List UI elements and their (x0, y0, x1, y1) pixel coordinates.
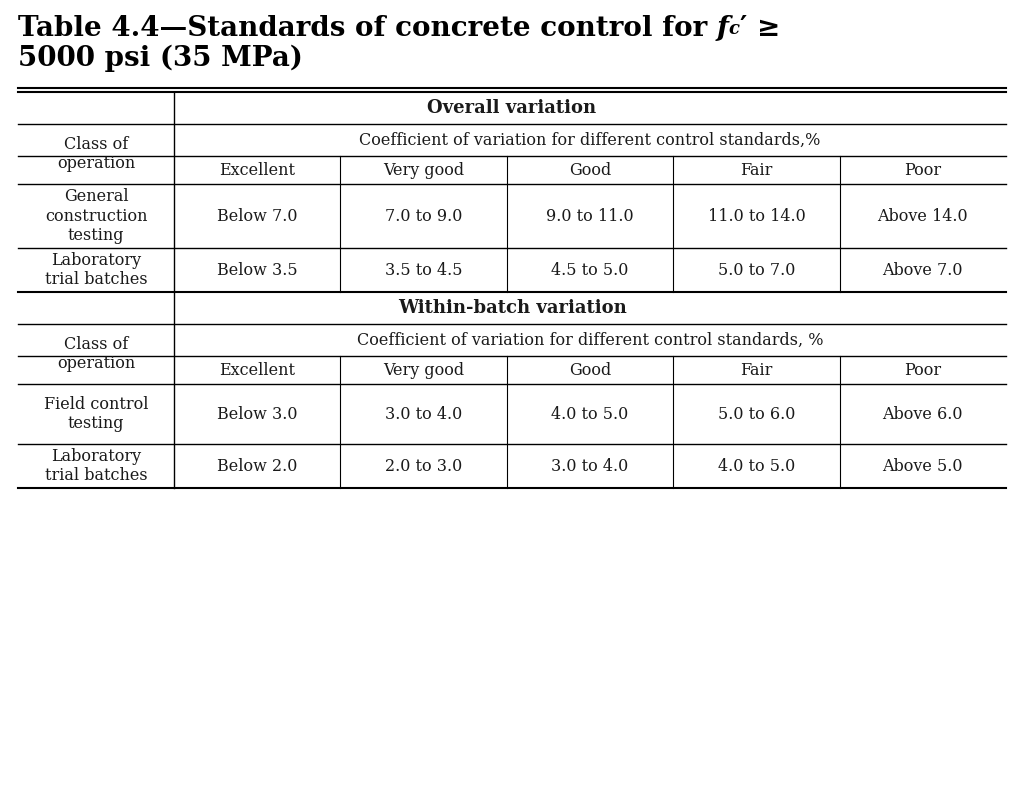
Text: Fair: Fair (740, 162, 773, 179)
Text: Within-batch variation: Within-batch variation (397, 299, 627, 317)
Text: 3.5 to 4.5: 3.5 to 4.5 (385, 261, 463, 278)
Text: 5.0 to 6.0: 5.0 to 6.0 (718, 406, 795, 422)
Text: Coefficient of variation for different control standards,%: Coefficient of variation for different c… (359, 132, 821, 148)
Text: Below 7.0: Below 7.0 (217, 207, 298, 225)
Text: Overall variation: Overall variation (427, 99, 597, 117)
Text: Field control
testing: Field control testing (44, 395, 148, 432)
Text: Very good: Very good (383, 362, 464, 379)
Text: Below 3.5: Below 3.5 (217, 261, 298, 278)
Text: Class of
operation: Class of operation (57, 336, 135, 372)
Text: Class of
operation: Class of operation (57, 135, 135, 172)
Text: Below 2.0: Below 2.0 (217, 457, 298, 474)
Text: Below 3.0: Below 3.0 (217, 406, 298, 422)
Text: 3.0 to 4.0: 3.0 to 4.0 (385, 406, 462, 422)
Text: Excellent: Excellent (219, 162, 295, 179)
Text: Above 5.0: Above 5.0 (883, 457, 963, 474)
Text: Excellent: Excellent (219, 362, 295, 379)
Text: Fair: Fair (740, 362, 773, 379)
Text: 4.0 to 5.0: 4.0 to 5.0 (718, 457, 795, 474)
Text: Good: Good (569, 362, 611, 379)
Text: General
construction
testing: General construction testing (45, 188, 147, 244)
Text: Above 14.0: Above 14.0 (878, 207, 968, 225)
Text: 3.0 to 4.0: 3.0 to 4.0 (552, 457, 629, 474)
Text: 4.5 to 5.0: 4.5 to 5.0 (551, 261, 629, 278)
Text: Coefficient of variation for different control standards, %: Coefficient of variation for different c… (356, 332, 823, 348)
Text: Table 4.4—Standards of concrete control for: Table 4.4—Standards of concrete control … (18, 15, 717, 42)
Text: 9.0 to 11.0: 9.0 to 11.0 (546, 207, 634, 225)
Text: 5000 psi (35 MPa): 5000 psi (35 MPa) (18, 45, 303, 73)
Text: 2.0 to 3.0: 2.0 to 3.0 (385, 457, 462, 474)
Text: Above 6.0: Above 6.0 (883, 406, 963, 422)
Text: Very good: Very good (383, 162, 464, 179)
Text: f: f (717, 15, 729, 42)
Text: 7.0 to 9.0: 7.0 to 9.0 (385, 207, 463, 225)
Text: Poor: Poor (904, 162, 941, 179)
Text: 5.0 to 7.0: 5.0 to 7.0 (718, 261, 795, 278)
Text: Good: Good (569, 162, 611, 179)
Text: Poor: Poor (904, 362, 941, 379)
Text: Laboratory
trial batches: Laboratory trial batches (45, 448, 147, 485)
Text: c: c (729, 20, 740, 38)
Text: Laboratory
trial batches: Laboratory trial batches (45, 252, 147, 289)
Text: Above 7.0: Above 7.0 (883, 261, 963, 278)
Text: 11.0 to 14.0: 11.0 to 14.0 (708, 207, 805, 225)
Text: 4.0 to 5.0: 4.0 to 5.0 (552, 406, 629, 422)
Text: ′ ≥: ′ ≥ (740, 15, 780, 42)
